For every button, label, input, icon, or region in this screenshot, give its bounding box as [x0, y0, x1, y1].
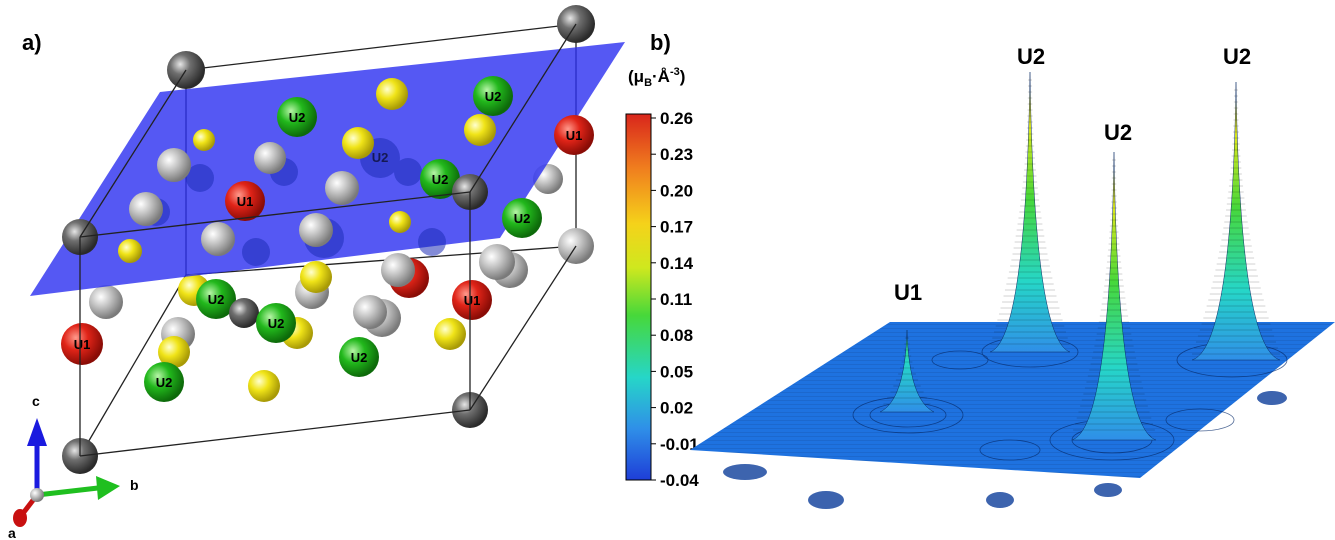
- c-axis-label: c: [32, 393, 40, 409]
- atom-light-gray: [381, 253, 415, 287]
- atom-u1-label: U1: [566, 128, 583, 143]
- atom-u2: [339, 337, 379, 377]
- panel-a: a) U2: [8, 5, 625, 540]
- colorbar: (μB·Å-3) 0.26 0.23 0.20 0.17 0.14 0.11 0.08 0.0…: [625, 66, 699, 490]
- atom-yellow: [248, 370, 280, 402]
- b-axis-label: b: [130, 477, 139, 493]
- atom-light-gray: [157, 148, 191, 182]
- atoms-upper: U2 U2 U1 U2 U1 U2 U2: [62, 5, 595, 474]
- atom-u1-label: U1: [74, 337, 91, 352]
- atom-yellow: [389, 211, 411, 233]
- atom-u2: [256, 303, 296, 343]
- atom-u1: [554, 115, 594, 155]
- atom-light-gray: [325, 171, 359, 205]
- atom-u2-label: U2: [208, 292, 225, 307]
- colorbar-tick-label: 0.02: [660, 399, 693, 418]
- panel-b: b) (μB·Å-3) 0.26 0.23 0.20 0.17 0.14 0.11 0.08…: [625, 30, 1335, 509]
- atom-yellow: [158, 336, 190, 368]
- colorbar-tick-label: 0.11: [660, 290, 692, 309]
- unit-cell-front: [79, 23, 577, 457]
- atom-u2: [502, 198, 542, 238]
- axes-origin: [30, 488, 44, 502]
- b-axis-arrow: [36, 485, 99, 498]
- atom-light-gray: [299, 213, 333, 247]
- atom-u1: [61, 323, 103, 365]
- peak-label-u1: U1: [894, 280, 922, 305]
- atom-light-gray: [479, 244, 515, 280]
- panel-b-label: b): [650, 30, 671, 55]
- peak-u2-right: [1191, 81, 1281, 361]
- atom-yellow: [300, 261, 332, 293]
- colorbar-tick-label: 0.23: [660, 145, 693, 164]
- colorbar-unit: (μB·Å-3): [628, 66, 685, 89]
- atom-u2-label: U2: [485, 89, 502, 104]
- atoms-lower: U2 U2 U1 U2 U1 U2: [61, 164, 563, 402]
- atom-u1-label: U1: [464, 293, 481, 308]
- colorbar-tick-label: 0.26: [660, 109, 693, 128]
- colorbar-tick-label: -0.01: [660, 435, 699, 454]
- atom-u2: [277, 97, 317, 137]
- lattice-plane: [30, 42, 625, 296]
- atom-u1: [225, 181, 265, 221]
- atom-yellow: [342, 127, 374, 159]
- axes-triad: c b a: [8, 393, 139, 540]
- atom-u2-label: U2: [351, 350, 368, 365]
- atom-u2: [473, 76, 513, 116]
- peak-u2-left: [989, 71, 1071, 353]
- atom-u2-label: U2: [372, 150, 389, 165]
- colorbar-tick-label: 0.08: [660, 326, 693, 345]
- atom-u2: [144, 362, 184, 402]
- atom-u2-label: U2: [289, 110, 306, 125]
- surface-dips: [723, 391, 1287, 509]
- peak-label-u2: U2: [1017, 44, 1045, 69]
- colorbar-tick-label: 0.17: [660, 218, 693, 237]
- colorbar-tick-label: 0.14: [660, 254, 694, 273]
- colorbar-gradient: [625, 113, 652, 481]
- atom-u1: [452, 280, 492, 320]
- b-axis-arrowhead: [96, 476, 120, 500]
- atom-light-gray: [254, 142, 286, 174]
- atom-light-gray: [129, 192, 163, 226]
- atom-light-gray: [89, 285, 123, 319]
- atom-yellow: [118, 239, 142, 263]
- atom-u2-label: U2: [514, 211, 531, 226]
- colorbar-ticks: 0.26 0.23 0.20 0.17 0.14 0.11 0.08 0.05 0.02 -0.0…: [651, 109, 699, 490]
- atom-yellow: [193, 129, 215, 151]
- atom-dark-gray: [229, 298, 259, 328]
- atom-u2-label: U2: [268, 316, 285, 331]
- a-axis-label: a: [8, 525, 16, 540]
- density-surface: [690, 71, 1335, 509]
- atom-u2-label: U2: [156, 375, 173, 390]
- atom-u1-label: U1: [237, 194, 254, 209]
- atom-u2: [420, 159, 460, 199]
- atom-light-gray: [201, 222, 235, 256]
- atom-u2: [196, 279, 236, 319]
- colorbar-tick-label: 0.05: [660, 362, 693, 381]
- atom-yellow: [464, 114, 496, 146]
- atom-yellow: [376, 78, 408, 110]
- peak-contour-lines: [883, 79, 1280, 431]
- colorbar-tick-label: 0.20: [660, 181, 693, 200]
- a-axis-arrowhead: [13, 509, 27, 527]
- panel-a-label: a): [22, 30, 42, 55]
- peak-label-u2: U2: [1104, 120, 1132, 145]
- atom-yellow: [434, 318, 466, 350]
- peak-u2-center: [1071, 151, 1157, 441]
- atom-u2-label: U2: [432, 172, 449, 187]
- atom-light-gray: [353, 295, 387, 329]
- colorbar-tick-label: -0.04: [660, 471, 699, 490]
- peak-u1: [879, 329, 935, 413]
- peak-label-u2: U2: [1223, 44, 1251, 69]
- c-axis-arrowhead: [27, 418, 47, 446]
